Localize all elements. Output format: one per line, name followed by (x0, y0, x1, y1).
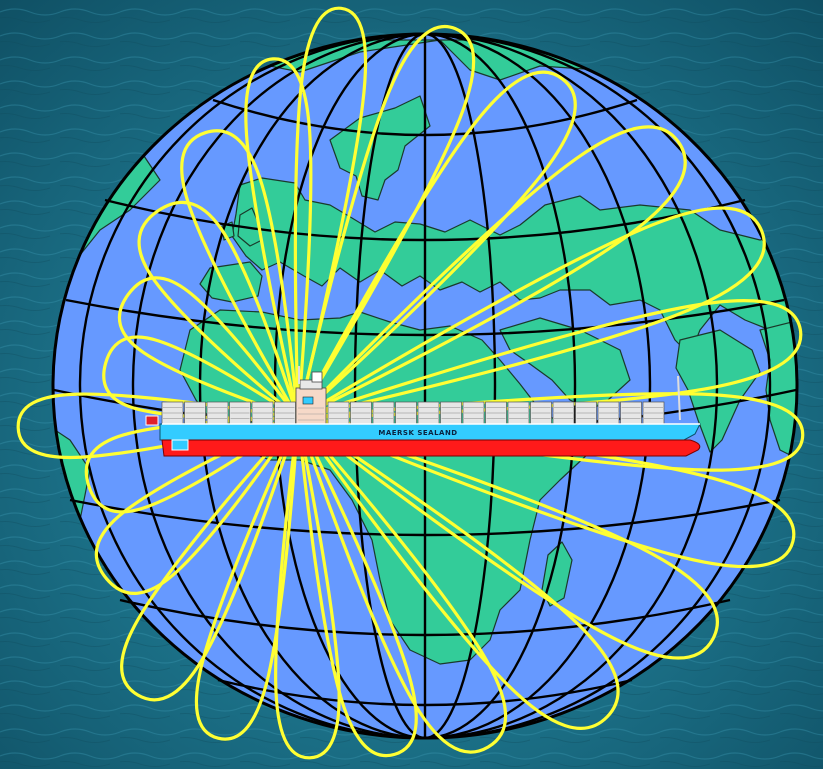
parallel-south-mid (119, 598, 731, 637)
stern-flag (145, 415, 159, 426)
orbit-loop (296, 70, 577, 420)
orbit-loop (296, 416, 508, 754)
orbit-loop (180, 129, 300, 420)
bridge-windows (298, 407, 324, 421)
stern-emblem (171, 439, 189, 451)
orbit-loop (194, 416, 300, 741)
hull-lower (161, 439, 701, 457)
orbit-loop (117, 276, 300, 420)
ship-funnel (311, 371, 323, 383)
orbit-loop (296, 416, 620, 730)
orbit-loop (296, 416, 418, 758)
ship-name-label: MAERSK SEALAND (378, 429, 457, 437)
bow-mast (677, 375, 681, 421)
orbit-loop (244, 57, 313, 420)
orbit-loop (296, 206, 766, 420)
land-iberia (199, 261, 263, 303)
ship-bridge-top (299, 379, 323, 390)
land-madagascar (541, 541, 573, 607)
ship-flag-bridge (302, 396, 314, 405)
orbit-loop (296, 416, 719, 660)
land-italy (330, 270, 360, 300)
route-orbits (16, 6, 805, 760)
container-ship: MAERSK SEALAND (145, 366, 701, 457)
orbit-loop (120, 416, 300, 702)
parallel-north-low (65, 298, 785, 337)
parallel-south-high (217, 678, 633, 707)
container-stack (161, 401, 665, 425)
parallel-south-low (69, 498, 781, 537)
orbit-loop (274, 416, 341, 760)
ship-bridge (295, 387, 327, 425)
orbit-loop (296, 125, 687, 420)
orbit-loop (16, 392, 300, 460)
ship-mast (298, 366, 300, 384)
land-scandinavia (329, 95, 431, 201)
orbit-loop (94, 416, 300, 595)
parallel-north-high (212, 98, 638, 137)
orbit-loop (137, 200, 300, 420)
orbit-loop (293, 6, 368, 420)
